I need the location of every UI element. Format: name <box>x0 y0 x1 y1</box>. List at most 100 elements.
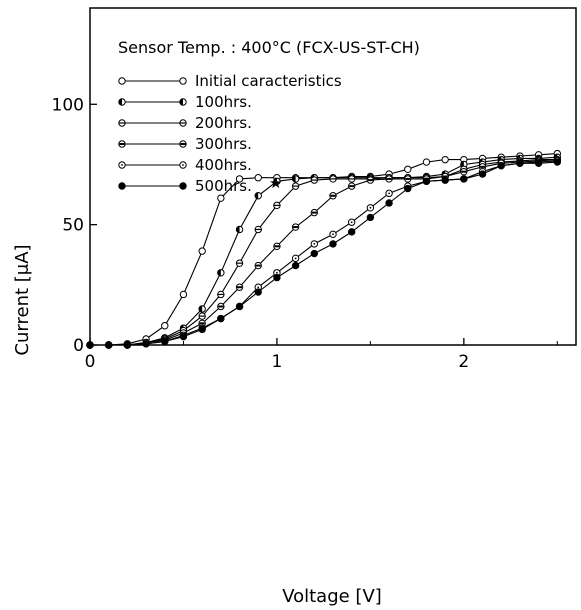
y-tick-label: 0 <box>73 336 84 356</box>
data-point <box>235 225 244 234</box>
legend-marker <box>118 77 126 85</box>
legend-marker <box>179 161 187 169</box>
data-point <box>441 176 449 184</box>
series-layer <box>86 149 562 349</box>
data-point <box>235 283 244 291</box>
series-line <box>90 159 558 346</box>
data-point <box>86 341 94 349</box>
data-point <box>366 176 375 184</box>
legend-label: 200hrs. <box>195 114 252 132</box>
data-point <box>254 192 262 200</box>
data-point <box>161 337 169 346</box>
data-point <box>329 192 337 200</box>
data-point <box>273 201 281 210</box>
legend-marker <box>179 140 187 148</box>
series-line <box>90 156 558 346</box>
data-point <box>422 158 431 166</box>
data-point <box>198 305 206 313</box>
data-point <box>478 170 487 178</box>
legend-marker <box>179 98 187 106</box>
data-point <box>441 155 449 164</box>
data-point <box>385 199 393 207</box>
data-point <box>310 240 319 248</box>
data-point <box>366 204 375 212</box>
legend-marker <box>179 182 187 190</box>
legend-marker <box>118 140 126 148</box>
data-point <box>235 302 244 311</box>
data-point <box>366 213 375 222</box>
data-point <box>198 312 206 320</box>
data-point <box>179 290 188 299</box>
data-point <box>273 177 281 186</box>
legend-star: ★ <box>269 174 282 192</box>
y-axis-label: Current [μA] <box>12 244 33 355</box>
legend-entry: 400hrs. <box>118 156 252 174</box>
series-line <box>90 161 558 346</box>
data-point <box>254 261 262 270</box>
plot-frame <box>89 7 577 346</box>
series-3 <box>86 155 562 349</box>
axis-ticks: 0 1 2 0 50 100 <box>52 95 558 372</box>
data-point <box>347 218 356 226</box>
data-point <box>291 261 300 270</box>
legend: Initial caracteristics 100hrs. 200hrs. 300h… <box>118 72 342 195</box>
data-point <box>404 184 412 193</box>
data-point <box>235 175 244 183</box>
data-point <box>217 302 225 311</box>
data-point <box>460 175 468 183</box>
data-point <box>235 259 244 267</box>
data-point <box>460 167 468 176</box>
data-point <box>534 159 543 167</box>
legend-marker <box>179 77 187 85</box>
data-point <box>347 175 356 183</box>
data-point <box>497 161 505 170</box>
data-point <box>291 182 300 190</box>
legend-entry: 100hrs. <box>118 93 252 111</box>
data-point <box>198 325 206 334</box>
legend-marker <box>179 119 187 127</box>
legend-marker <box>118 161 126 169</box>
legend-label: 100hrs. <box>195 93 252 111</box>
legend-marker <box>118 119 126 127</box>
series-2 <box>86 155 562 349</box>
series-line <box>90 159 558 346</box>
data-point <box>404 175 412 183</box>
data-point <box>291 223 300 231</box>
data-point <box>254 174 262 182</box>
data-point <box>385 175 393 183</box>
data-point <box>347 182 356 190</box>
data-point <box>123 341 132 349</box>
data-point <box>142 340 150 348</box>
legend-label: 500hrs. <box>195 177 252 195</box>
legend-marker <box>118 182 126 190</box>
data-point <box>310 249 319 258</box>
series-1 <box>86 153 562 349</box>
legend-entry: 200hrs. <box>118 114 252 132</box>
data-point <box>217 194 225 202</box>
data-point <box>553 158 562 166</box>
chart-title: Sensor Temp. : 400°C (FCX-US-ST-CH) <box>118 38 420 57</box>
x-tick-label: 1 <box>272 352 283 372</box>
legend-marker <box>118 98 126 106</box>
legend-entry: 300hrs. <box>118 135 252 153</box>
data-point <box>310 208 319 217</box>
x-axis-label: Voltage [V] <box>282 586 382 607</box>
data-point <box>385 189 393 198</box>
data-point <box>347 228 356 236</box>
data-point <box>291 175 300 183</box>
data-point <box>104 341 113 349</box>
x-tick-label: 0 <box>85 352 96 372</box>
data-point <box>291 254 300 263</box>
y-tick-label: 100 <box>52 95 84 115</box>
legend-entry: Initial caracteristics <box>118 72 342 90</box>
series-line <box>90 160 558 346</box>
data-point <box>310 176 319 184</box>
legend-label: Initial caracteristics <box>195 72 342 90</box>
y-tick-label: 50 <box>62 216 84 236</box>
data-point <box>254 288 262 296</box>
data-point <box>516 159 524 167</box>
series-5 <box>86 158 562 349</box>
data-point <box>404 165 412 173</box>
data-point <box>273 273 281 282</box>
